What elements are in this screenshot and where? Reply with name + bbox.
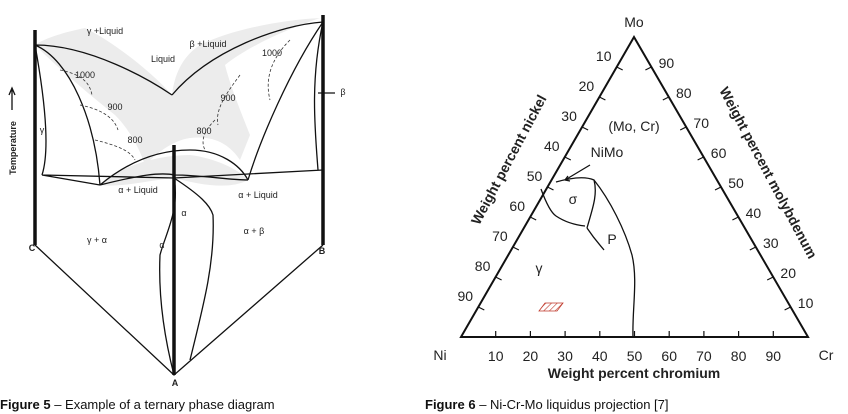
label: γ	[40, 125, 45, 135]
tick-label: 80	[475, 258, 491, 274]
tick-mark	[732, 216, 739, 221]
label: 1000	[262, 48, 282, 58]
caption: Figure 5 – Example of a ternary phase di…	[0, 397, 275, 412]
tick-label: 80	[731, 348, 747, 364]
phase-boundaries	[540, 177, 636, 338]
label: α + β	[244, 226, 265, 236]
corner-label: Cr	[819, 347, 834, 363]
figure-6: Mo Ni Cr Weight percent nickel Weight pe…	[425, 14, 834, 412]
label: α + Liquid	[118, 185, 157, 195]
tick-mark	[784, 306, 791, 311]
corner-label: Ni	[433, 347, 446, 363]
label: 800	[127, 135, 142, 145]
tick-label: 40	[592, 348, 608, 364]
label: β	[340, 87, 345, 97]
caption-label: Figure 5	[0, 397, 51, 412]
tick-label: 90	[766, 348, 782, 364]
tick-label: 10	[798, 295, 814, 311]
tick-mark	[616, 66, 623, 71]
axis-title: Weight percent chromium	[548, 365, 720, 381]
liquidus-surface	[35, 18, 320, 165]
tick-mark	[697, 156, 704, 161]
tick-label: 40	[544, 138, 560, 154]
caption-label: Figure 6	[425, 397, 476, 412]
tick-label: 80	[676, 85, 692, 101]
tick-label: 10	[488, 348, 504, 364]
corner-label: Mo	[624, 14, 644, 30]
caption-text: – Example of a ternary phase diagram	[51, 397, 275, 412]
liquidus-edges	[34, 21, 324, 186]
label: 900	[220, 93, 235, 103]
base	[34, 244, 324, 376]
label: Liquid	[151, 54, 175, 64]
axis-title: Temperature	[8, 121, 18, 175]
tick-mark	[547, 186, 554, 191]
tick-label: 70	[693, 115, 709, 131]
corner-label: A	[172, 378, 179, 388]
tick-label: 30	[763, 235, 779, 251]
label: α	[159, 240, 164, 250]
label: β +Liquid	[190, 39, 227, 49]
region-label: P	[607, 231, 616, 247]
caption-text: – Ni-Cr-Mo liquidus projection [7]	[476, 397, 669, 412]
region-label: σ	[569, 191, 578, 207]
phase-boundaries	[34, 21, 324, 376]
tick-mark	[495, 276, 502, 281]
tick-mark	[749, 246, 757, 251]
corner-label: C	[29, 243, 36, 253]
label: 900	[107, 102, 122, 112]
valley-lines	[99, 149, 249, 186]
tick-mark	[679, 126, 687, 131]
label: α + Liquid	[238, 190, 277, 200]
tick-label: 50	[627, 348, 643, 364]
figure-5: γ +Liquid β +Liquid Liquid 1000 1000 900…	[0, 15, 346, 412]
isotherms	[59, 39, 291, 161]
tick-mark	[714, 186, 722, 191]
composition-marker	[538, 302, 564, 312]
tick-mark	[766, 276, 774, 281]
tick-mark	[599, 96, 606, 101]
tick-label: 20	[780, 265, 796, 281]
caption: Figure 6 – Ni-Cr-Mo liquidus projection …	[425, 397, 668, 412]
tick-label: 60	[661, 348, 677, 364]
tick-label: 90	[458, 288, 474, 304]
tick-label: 50	[527, 168, 543, 184]
label: γ +Liquid	[87, 26, 123, 36]
tick-mark	[564, 156, 572, 161]
tick-label: 60	[711, 145, 727, 161]
tick-label: 10	[596, 48, 612, 64]
tick-label: 60	[509, 198, 525, 214]
tick-label: 70	[492, 228, 508, 244]
tick-mark	[512, 246, 520, 251]
tick-label: 90	[659, 55, 675, 71]
label: α	[181, 208, 186, 218]
tick-label: 20	[523, 348, 539, 364]
tick-label: 30	[561, 108, 577, 124]
tick-label: 70	[696, 348, 712, 364]
corner-label: B	[319, 246, 326, 256]
label: 1000	[75, 70, 95, 80]
tick-label: 30	[557, 348, 573, 364]
tick-mark	[662, 96, 670, 101]
tick-mark	[478, 306, 485, 311]
label: 800	[196, 126, 211, 136]
region-label: NiMo	[591, 144, 624, 160]
tick-label: 50	[728, 175, 744, 191]
region-label: γ	[536, 260, 543, 276]
tick-mark	[581, 126, 589, 131]
temperature-arrow	[8, 86, 16, 110]
tick-label: 40	[746, 205, 762, 221]
tick-mark	[529, 216, 537, 221]
tick-mark	[645, 66, 652, 71]
label: γ + α	[87, 235, 107, 245]
region-label: (Mo, Cr)	[608, 118, 659, 134]
nimo-arrow	[564, 164, 591, 182]
tick-label: 20	[579, 78, 595, 94]
